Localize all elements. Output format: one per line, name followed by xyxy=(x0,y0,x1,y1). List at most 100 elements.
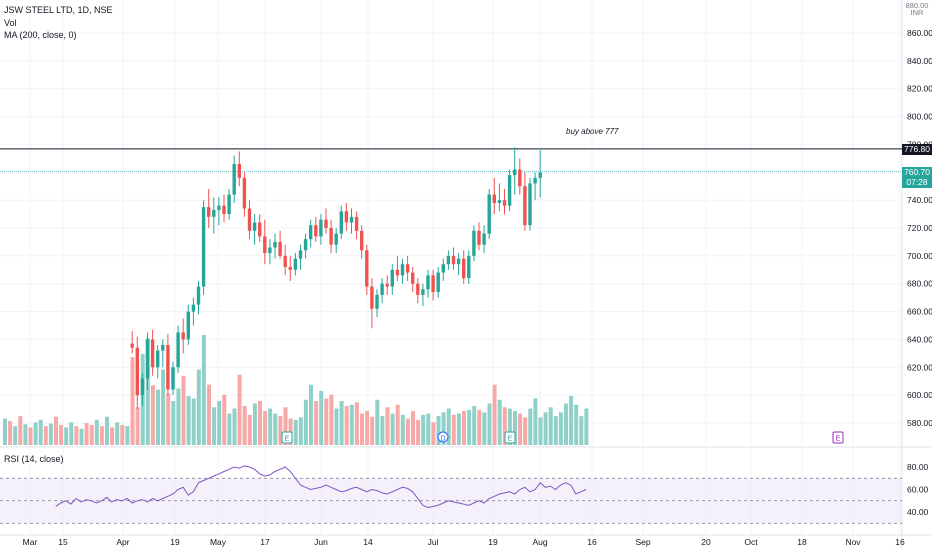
last-price-tag: 760.70 xyxy=(902,167,932,178)
candle-body xyxy=(278,241,282,256)
volume-bar xyxy=(293,419,298,445)
volume-bar xyxy=(497,399,502,445)
volume-bar xyxy=(130,357,135,445)
candle-body xyxy=(247,208,252,231)
earnings-icon xyxy=(504,431,516,444)
volume-bar xyxy=(349,404,354,445)
candle-body xyxy=(405,264,410,273)
price-axis-label: 620.00 xyxy=(907,362,932,372)
time-axis-label: Mar xyxy=(23,537,38,547)
dividend-icon xyxy=(437,431,449,443)
volume-bar xyxy=(237,374,242,445)
volume-bar xyxy=(446,408,451,445)
volume-bar xyxy=(105,416,109,445)
volume-legend[interactable]: Vol xyxy=(4,18,17,28)
candle-body xyxy=(324,219,328,228)
candle-body xyxy=(217,205,221,210)
volume-bar xyxy=(360,413,364,445)
price-axis-label: 640.00 xyxy=(907,334,932,344)
candle-body xyxy=(380,283,384,295)
dividend-marker[interactable]: D xyxy=(437,431,449,443)
candle-body xyxy=(298,250,303,259)
annotation-text[interactable]: buy above 777 xyxy=(566,127,619,136)
earnings-marker[interactable]: E xyxy=(504,431,516,444)
price-axis-label: 840.00 xyxy=(907,56,932,66)
volume-bar xyxy=(487,403,492,445)
volume-bar xyxy=(553,416,558,445)
rsi-axis-label: 40.00 xyxy=(907,507,929,517)
price-axis-label: 600.00 xyxy=(907,390,932,400)
candle-body xyxy=(502,200,507,206)
candle-body xyxy=(513,169,517,176)
volume-bar xyxy=(354,402,359,445)
volume-bar xyxy=(319,390,324,445)
candle-body xyxy=(252,222,257,231)
candle-body xyxy=(283,255,287,267)
candle-body xyxy=(237,163,241,178)
candle-body xyxy=(207,207,211,217)
rsi-legend[interactable]: RSI (14, close) xyxy=(4,454,64,464)
volume-bar xyxy=(518,413,523,445)
candle-body xyxy=(426,275,430,290)
ma-legend[interactable]: MA (200, close, 0) xyxy=(4,30,77,40)
volume-bar xyxy=(222,394,227,445)
candle-body xyxy=(344,211,349,223)
candle-body xyxy=(451,255,456,265)
volume-bar xyxy=(263,411,268,445)
candle-body xyxy=(507,175,512,206)
volume-bar xyxy=(74,426,79,445)
volume-bar xyxy=(232,408,237,445)
volume-bar xyxy=(558,412,563,445)
candle-body xyxy=(421,289,425,295)
price-axis-label: 820.00 xyxy=(907,84,932,94)
volume-bar xyxy=(156,389,160,445)
volume-bar xyxy=(181,375,186,445)
volume-bar xyxy=(329,394,334,445)
volume-bar xyxy=(528,408,533,445)
volume-bar xyxy=(268,408,273,445)
candle-body xyxy=(201,207,206,287)
candle-body xyxy=(329,228,333,245)
volume-bar xyxy=(79,428,84,445)
rsi-axis-label: 80.00 xyxy=(907,462,929,472)
volume-bar xyxy=(201,335,206,445)
candle-body xyxy=(186,311,190,340)
volume-bar xyxy=(441,412,446,445)
earnings-marker[interactable]: E xyxy=(281,431,293,444)
candle-body xyxy=(303,239,308,251)
candle-body xyxy=(538,172,542,178)
price-axis-label: 700.00 xyxy=(907,251,932,261)
volume-bar xyxy=(385,407,390,445)
candle-body xyxy=(258,222,262,237)
volume-bar xyxy=(135,407,140,445)
candle-body xyxy=(171,367,175,390)
volume-bar xyxy=(309,384,313,445)
earnings-marker[interactable]: E xyxy=(832,431,844,444)
candle-body xyxy=(166,345,170,390)
volume-bar xyxy=(242,406,247,445)
candle-body xyxy=(309,225,313,240)
candle-body xyxy=(288,267,292,270)
candle-body xyxy=(263,236,267,254)
symbol-title[interactable]: JSW STEEL LTD, 1D, NSE xyxy=(4,5,113,15)
volume-bar xyxy=(564,403,568,445)
candle-body xyxy=(523,186,527,226)
rsi-line xyxy=(55,465,587,509)
candle-body xyxy=(242,177,247,209)
event-symbol: E xyxy=(836,436,841,443)
volume-bar xyxy=(462,411,466,445)
currency-label[interactable]: INR xyxy=(910,8,924,17)
candle-body xyxy=(130,343,134,348)
volume-bar xyxy=(150,385,155,445)
candle-body xyxy=(528,183,532,226)
candle-body xyxy=(390,269,394,287)
event-symbol: E xyxy=(508,436,513,443)
volume-bar xyxy=(89,424,94,445)
volume-bar xyxy=(247,414,252,445)
earnings-icon xyxy=(281,431,293,444)
candle-body xyxy=(360,230,364,251)
volume-bar xyxy=(467,409,472,445)
volume-bar xyxy=(584,408,589,445)
time-axis-label: Nov xyxy=(845,537,861,547)
